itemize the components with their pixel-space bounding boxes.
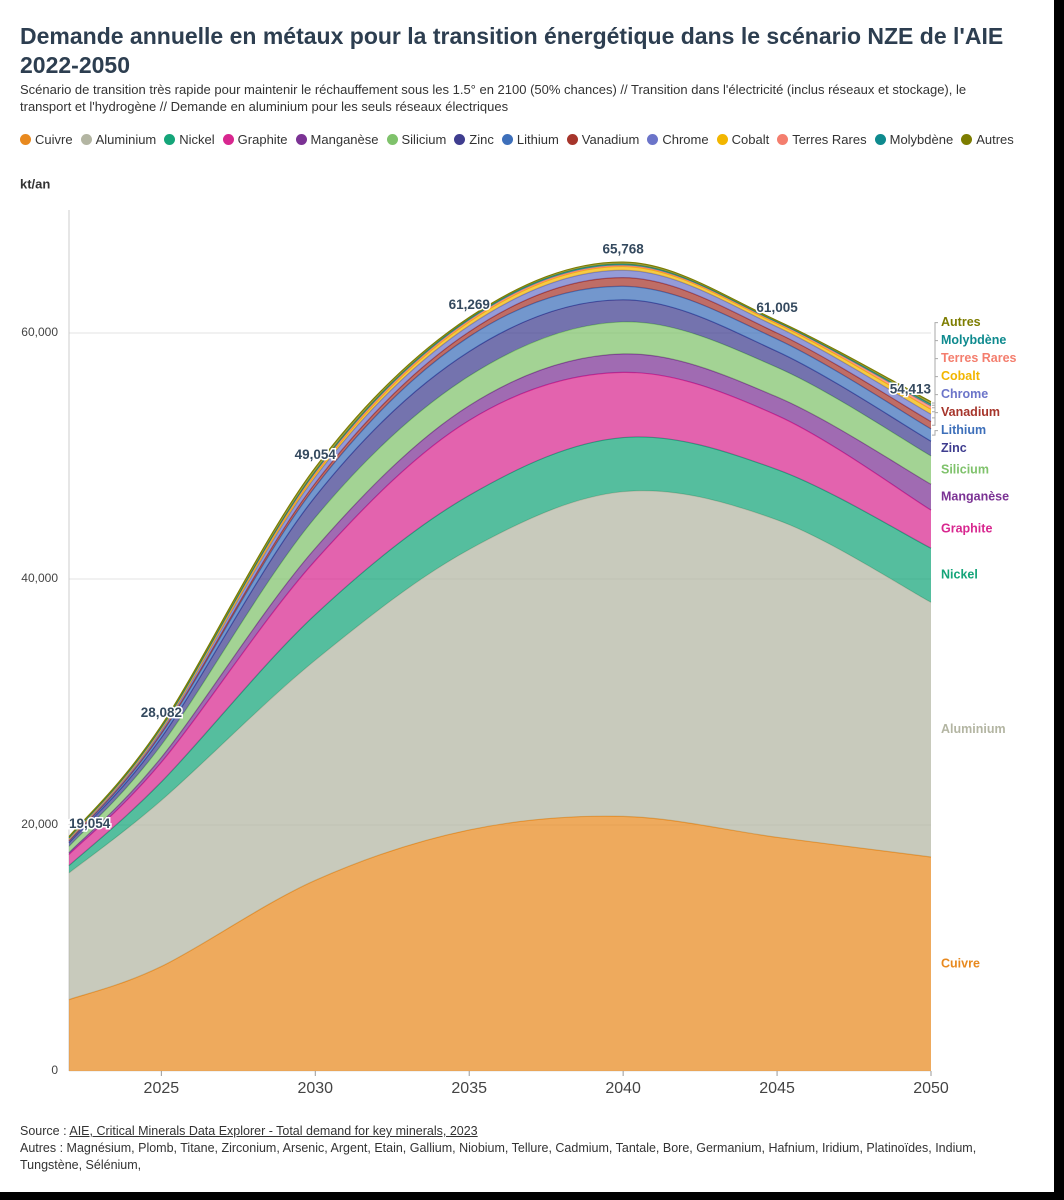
legend-swatch bbox=[20, 133, 31, 145]
legend-item[interactable]: Molybdène bbox=[874, 130, 954, 148]
legend-item[interactable]: Zinc bbox=[454, 130, 494, 148]
legend-swatch bbox=[874, 133, 886, 145]
x-tick-label: 2050 bbox=[913, 1080, 949, 1097]
y-tick-label: 20,000 bbox=[21, 817, 58, 831]
chart-title: Demande annuelle en métaux pour la trans… bbox=[20, 23, 1004, 78]
chart-subtitle: Scénario de transition très rapide pour … bbox=[20, 82, 967, 114]
total-label: 28,082 bbox=[141, 705, 182, 720]
total-label: 19,054 bbox=[69, 816, 111, 831]
end-label: Terres Rares bbox=[941, 351, 1017, 365]
chart: kt/an 0 20,000 40,000 60,000 2025 2030 2035 204… bbox=[20, 176, 1017, 1097]
legend-label: Terres Rares bbox=[792, 131, 867, 147]
legend-swatch bbox=[80, 133, 92, 145]
legend: Cuivre Aluminium Nickel Graphite Manganèse Si… bbox=[20, 130, 1040, 148]
legend-label: Vanadium bbox=[581, 131, 640, 147]
source-label: Source : bbox=[20, 1124, 67, 1138]
legend-item[interactable]: Nickel bbox=[164, 130, 215, 148]
total-label: 49,054 bbox=[295, 447, 337, 462]
legend-item[interactable]: Cobalt bbox=[716, 130, 770, 148]
x-tick-label: 2025 bbox=[144, 1080, 180, 1097]
end-label: Silicium bbox=[941, 462, 989, 476]
total-label: 54,413 bbox=[890, 381, 932, 396]
footer: Source : AIE, Critical Minerals Data Exp… bbox=[20, 1123, 1030, 1174]
legend-label: Chrome bbox=[662, 131, 709, 147]
source-line: Source : AIE, Critical Minerals Data Exp… bbox=[20, 1123, 1030, 1140]
area bbox=[69, 816, 931, 1071]
legend-item[interactable]: Manganèse bbox=[295, 130, 379, 148]
note: Autres : Magnésium, Plomb, Titane, Zirco… bbox=[20, 1141, 977, 1172]
end-label: Nickel bbox=[941, 568, 978, 582]
leader-line bbox=[932, 322, 938, 404]
legend-swatch bbox=[647, 133, 659, 145]
leader-line bbox=[932, 412, 938, 426]
end-label: Graphite bbox=[941, 521, 992, 535]
legend-swatch bbox=[961, 133, 973, 145]
end-label: Lithium bbox=[941, 423, 986, 437]
legend-label: Silicium bbox=[401, 131, 447, 147]
end-label: Cuivre bbox=[941, 956, 980, 970]
legend-swatch bbox=[386, 133, 398, 145]
end-label: Chrome bbox=[941, 387, 988, 401]
legend-swatch bbox=[777, 133, 789, 145]
legend-item[interactable]: Cuivre bbox=[20, 130, 73, 148]
legend-swatch bbox=[716, 133, 728, 145]
legend-swatch bbox=[454, 133, 466, 145]
legend-swatch bbox=[295, 133, 307, 145]
end-label: Vanadium bbox=[941, 405, 1000, 419]
source-link[interactable]: AIE, Critical Minerals Data Explorer - T… bbox=[69, 1124, 478, 1138]
x-tick-label: 2045 bbox=[759, 1080, 795, 1097]
area bbox=[69, 372, 931, 866]
legend-label: Manganèse bbox=[310, 131, 379, 147]
legend-label: Cobalt bbox=[731, 131, 770, 147]
legend-item[interactable]: Aluminium bbox=[80, 130, 157, 148]
end-label: Autres bbox=[941, 315, 981, 329]
legend-label: Autres bbox=[976, 131, 1014, 147]
y-tick-label: 40,000 bbox=[21, 571, 58, 585]
legend-label: Molybdène bbox=[889, 131, 954, 147]
legend-label: Aluminium bbox=[95, 131, 157, 147]
y-axis-label: kt/an bbox=[20, 176, 50, 191]
area-edge bbox=[68, 261, 932, 838]
y-tick-label: 60,000 bbox=[21, 325, 58, 339]
legend-item[interactable]: Terres Rares bbox=[777, 130, 867, 148]
area bbox=[69, 436, 931, 873]
legend-swatch bbox=[501, 133, 513, 145]
legend-item[interactable]: Autres bbox=[961, 130, 1014, 148]
leader-line bbox=[932, 430, 938, 436]
end-label: Cobalt bbox=[941, 369, 981, 383]
legend-label: Nickel bbox=[179, 131, 215, 147]
legend-item[interactable]: Silicium bbox=[386, 130, 447, 148]
x-tick-label: 2030 bbox=[297, 1080, 333, 1097]
area bbox=[69, 490, 931, 1000]
end-label: Molybdène bbox=[941, 333, 1006, 347]
legend-label: Cuivre bbox=[35, 131, 73, 147]
legend-item[interactable]: Vanadium bbox=[566, 130, 640, 148]
y-tick-label: 0 bbox=[51, 1063, 58, 1077]
legend-swatch bbox=[222, 133, 234, 145]
end-label: Manganèse bbox=[941, 490, 1009, 504]
legend-swatch bbox=[566, 133, 578, 145]
legend-label: Graphite bbox=[237, 131, 288, 147]
legend-item[interactable]: Lithium bbox=[501, 130, 559, 148]
total-label: 61,269 bbox=[449, 297, 490, 312]
total-label: 61,005 bbox=[756, 300, 798, 315]
legend-swatch bbox=[164, 133, 176, 145]
legend-item[interactable]: Chrome bbox=[647, 130, 709, 148]
legend-label: Zinc bbox=[469, 131, 494, 147]
end-label: Aluminium bbox=[941, 722, 1006, 736]
end-label: Zinc bbox=[941, 441, 967, 455]
total-label: 65,768 bbox=[602, 242, 644, 257]
x-tick-label: 2035 bbox=[451, 1080, 487, 1097]
legend-item[interactable]: Graphite bbox=[222, 130, 288, 148]
legend-label: Lithium bbox=[516, 131, 559, 147]
x-tick-label: 2040 bbox=[605, 1080, 641, 1097]
